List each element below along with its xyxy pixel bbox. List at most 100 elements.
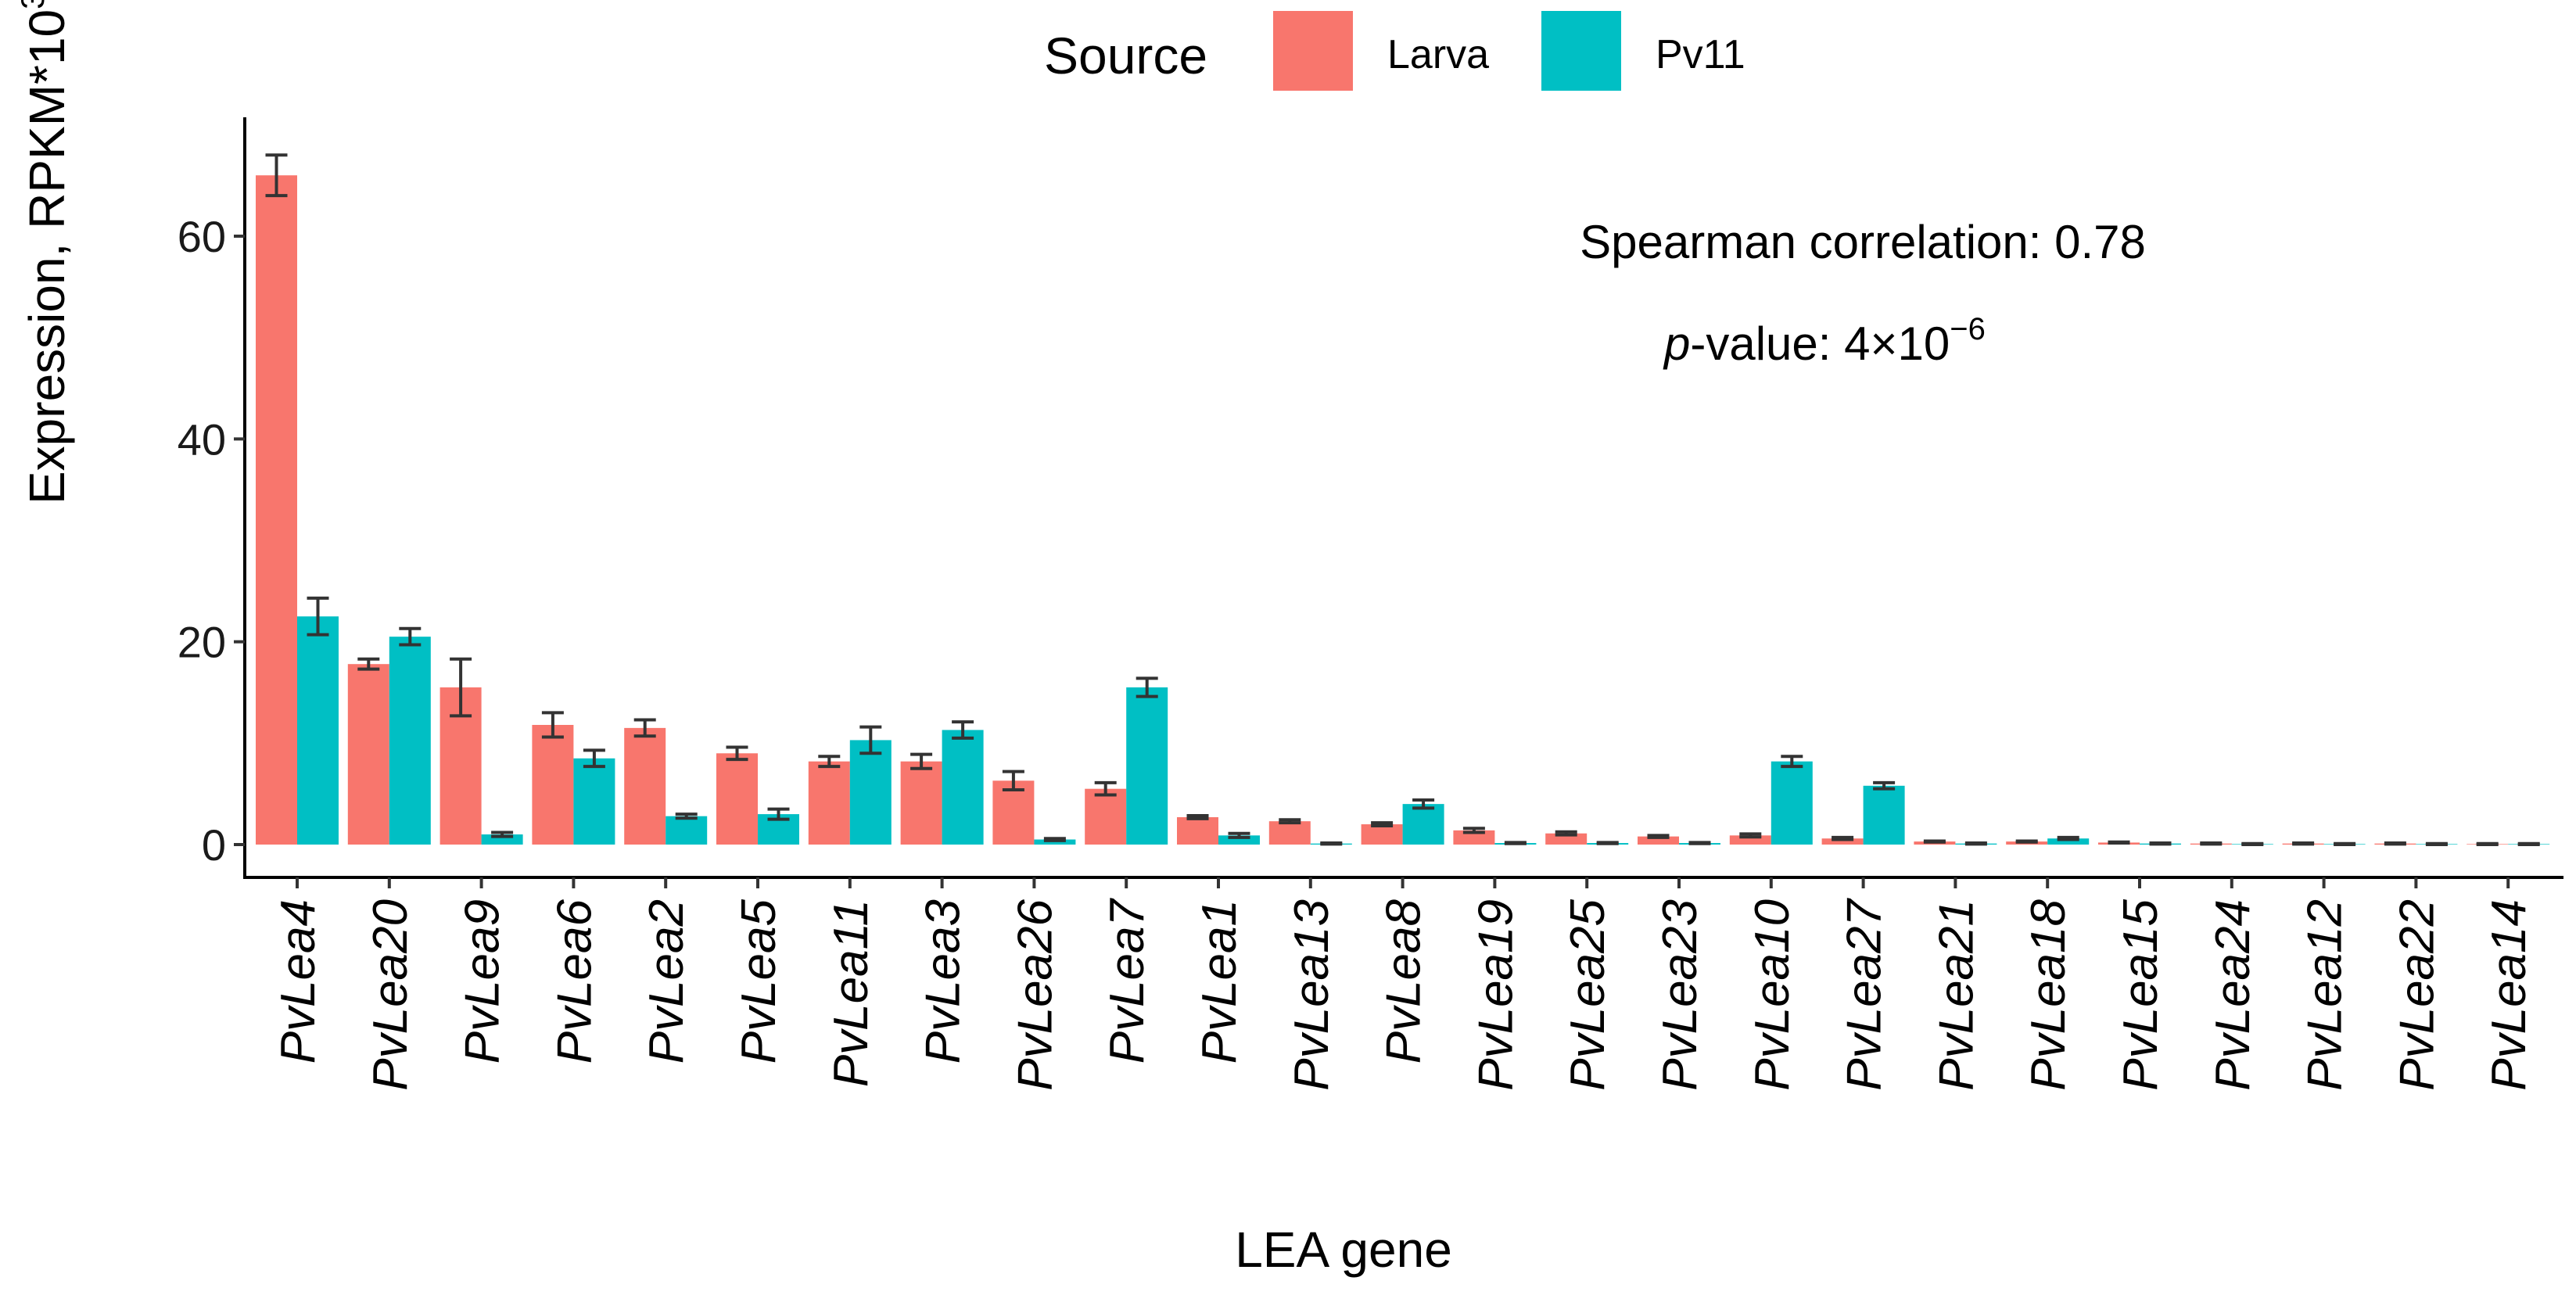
bar-larva-pvlea20 (347, 664, 389, 845)
y-tick-label-0: 0 (202, 820, 226, 870)
error-bar-pv11-pvlea22 (2425, 841, 2448, 846)
x-tick-label-pvlea13: PvLea13 (1285, 899, 1339, 1091)
x-tick-label-pvlea3: PvLea3 (917, 899, 970, 1064)
bar-larva-pvlea7 (1085, 788, 1127, 845)
bar-pv11-pvlea10 (1771, 761, 1813, 845)
y-tick-label-20: 20 (178, 618, 226, 667)
error-bar-pv11-pvlea25 (1596, 841, 1619, 845)
error-bar-larva-pvlea3 (910, 752, 933, 770)
error-bar-pv11-pvlea20 (399, 626, 422, 647)
y-axis-title: Expression, RPKM*103 (14, 0, 75, 504)
error-bar-larva-pvlea19 (1462, 827, 1485, 834)
error-bar-larva-pvlea25 (1555, 830, 1577, 837)
error-bar-larva-pvlea23 (1647, 834, 1670, 839)
x-tick-label-pvlea25: PvLea25 (1561, 899, 1615, 1090)
bar-pv11-pvlea3 (942, 730, 984, 845)
error-bar-larva-pvlea27 (1832, 835, 1854, 841)
error-bar-larva-pvlea9 (450, 657, 472, 718)
bar-pv11-pvlea20 (389, 637, 431, 845)
error-bar-pv11-pvlea10 (1781, 755, 1803, 769)
error-bar-larva-pvlea22 (2384, 841, 2406, 846)
error-bar-pv11-pvlea9 (491, 830, 514, 838)
bar-pv11-pvlea11 (849, 740, 892, 845)
error-bar-pv11-pvlea26 (1043, 837, 1066, 842)
x-axis-title: LEA gene (1235, 1221, 1452, 1278)
error-bar-larva-pvlea4 (265, 153, 288, 198)
error-bars-layer (265, 153, 2540, 846)
x-tick-label-pvlea4: PvLea4 (271, 899, 325, 1064)
bar-larva-pvlea13 (1268, 821, 1311, 845)
error-bar-pv11-pvlea11 (859, 725, 882, 755)
bars-layer (256, 175, 2550, 845)
error-bar-larva-pvlea2 (633, 718, 656, 738)
x-tick-label-pvlea8: PvLea8 (1377, 899, 1431, 1064)
bar-pv11-pvlea6 (573, 758, 615, 845)
x-tick-label-pvlea9: PvLea9 (456, 899, 510, 1064)
error-bar-pv11-pvlea18 (2057, 835, 2079, 841)
error-bar-pv11-pvlea12 (2334, 841, 2356, 846)
error-bar-pv11-pvlea21 (1964, 841, 1987, 846)
error-bar-pv11-pvlea14 (2517, 841, 2540, 846)
error-bar-pv11-pvlea27 (1873, 780, 1896, 791)
error-bar-larva-pvlea1 (1186, 814, 1209, 820)
error-bar-pv11-pvlea1 (1228, 831, 1250, 839)
x-tick-label-pvlea22: PvLea22 (2390, 899, 2444, 1091)
error-bar-pv11-pvlea23 (1688, 841, 1711, 845)
error-bar-larva-pvlea14 (2476, 841, 2499, 846)
bar-pv11-pvlea2 (666, 816, 708, 845)
legend-swatch-pv11 (1541, 11, 1621, 91)
error-bar-larva-pvlea7 (1094, 780, 1117, 797)
y-axis-title-superscript: 3 (14, 0, 51, 9)
legend-label-larva: Larva (1387, 32, 1489, 77)
x-tick-label-pvlea10: PvLea10 (1745, 899, 1799, 1091)
error-bar-larva-pvlea26 (1002, 769, 1024, 791)
bar-pv11-pvlea7 (1126, 687, 1168, 845)
error-bar-larva-pvlea5 (726, 745, 748, 762)
x-tick-label-pvlea5: PvLea5 (732, 899, 786, 1064)
error-bar-pv11-pvlea5 (767, 807, 790, 821)
x-tick-label-pvlea2: PvLea2 (640, 899, 694, 1064)
error-bar-pv11-pvlea7 (1136, 676, 1158, 698)
x-tick-label-pvlea27: PvLea27 (1838, 897, 1892, 1090)
error-bar-larva-pvlea15 (2108, 840, 2130, 845)
error-bar-pv11-pvlea6 (583, 748, 605, 769)
x-tick-label-pvlea7: PvLea7 (1100, 897, 1154, 1064)
legend-title: Source (1044, 27, 1207, 84)
error-bar-larva-pvlea10 (1739, 832, 1762, 839)
bar-pv11-pvlea27 (1863, 785, 1905, 845)
bar-larva-pvlea23 (1638, 836, 1679, 845)
x-tick-label-pvlea23: PvLea23 (1653, 899, 1707, 1091)
bar-larva-pvlea5 (716, 753, 758, 845)
bar-pv11-pvlea18 (2047, 838, 2090, 845)
error-bar-larva-pvlea6 (541, 711, 564, 739)
error-bar-pv11-pvlea13 (1320, 841, 1343, 846)
x-tick-label-pvlea1: PvLea1 (1193, 899, 1247, 1064)
pvalue-text: -value: 4×10 (1690, 317, 1950, 370)
x-tick-label-pvlea24: PvLea24 (2206, 899, 2260, 1091)
legend-label-pv11: Pv11 (1656, 32, 1745, 77)
pvalue-annotation: p-value: 4×10−6 (1663, 312, 1986, 370)
x-tick-label-pvlea19: PvLea19 (1469, 899, 1523, 1091)
y-axis-title-main: Expression, RPKM*10 (19, 9, 75, 504)
bar-larva-pvlea10 (1729, 835, 1771, 845)
x-tick-label-pvlea20: PvLea20 (364, 899, 418, 1091)
error-bar-pv11-pvlea15 (2149, 841, 2172, 846)
error-bar-larva-pvlea13 (1279, 818, 1301, 825)
x-tick-label-pvlea12: PvLea12 (2298, 899, 2352, 1091)
x-tick-label-pvlea11: PvLea11 (824, 899, 878, 1087)
x-tick-label-pvlea18: PvLea18 (2022, 899, 2076, 1090)
x-tick-label-pvlea6: PvLea6 (547, 899, 601, 1064)
pvalue-p: p (1663, 317, 1690, 370)
bar-larva-pvlea2 (624, 727, 666, 845)
x-tick-label-pvlea26: PvLea26 (1008, 899, 1062, 1090)
bar-larva-pvlea3 (900, 761, 942, 845)
y-tick-label-40: 40 (178, 414, 226, 464)
x-tick-label-pvlea14: PvLea14 (2482, 899, 2536, 1091)
error-bar-larva-pvlea11 (818, 755, 841, 769)
spearman-annotation: Spearman correlation: 0.78 (1580, 216, 2146, 268)
bar-larva-pvlea8 (1361, 824, 1403, 845)
error-bar-larva-pvlea20 (357, 657, 380, 671)
pvalue-exponent: −6 (1950, 312, 1986, 346)
y-tick-label-60: 60 (178, 212, 226, 261)
